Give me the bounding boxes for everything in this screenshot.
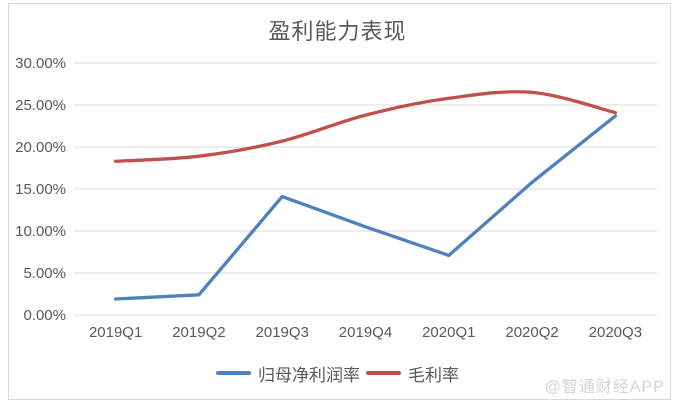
watermark: @智通财经APP (544, 379, 665, 396)
y-tick-label: 10.00% (15, 223, 66, 240)
y-tick-label: 25.00% (15, 97, 66, 114)
x-tick-label: 2020Q2 (505, 324, 558, 341)
y-tick-label: 15.00% (15, 181, 66, 198)
x-tick-label: 2019Q4 (339, 324, 392, 341)
net-margin-line-swatch-icon (216, 371, 251, 375)
y-tick-label: 30.00% (15, 55, 66, 72)
legend-item-gross-margin: 毛利率 (366, 361, 459, 386)
chart-legend: 归母净利润率 毛利率 (0, 361, 675, 385)
chart-title: 盈利能力表现 (268, 19, 407, 44)
y-tick-label: 5.00% (23, 265, 66, 282)
legend-label-net-margin: 归母净利润率 (258, 365, 360, 385)
x-tick-label: 2019Q1 (89, 324, 142, 341)
x-tick-label: 2019Q2 (172, 324, 225, 341)
y-tick-label: 20.00% (15, 139, 66, 156)
series-line-毛利率 (113, 90, 618, 163)
x-tick-label: 2019Q3 (256, 324, 309, 341)
gross-margin-line-swatch-icon (366, 371, 401, 375)
series-line-归母净利润率 (113, 114, 618, 301)
x-tick-label: 2020Q3 (589, 324, 642, 341)
x-tick-label: 2020Q1 (422, 324, 475, 341)
legend-label-gross-margin: 毛利率 (408, 365, 459, 385)
y-tick-label: 0.00% (23, 307, 66, 324)
legend-item-net-margin: 归母净利润率 (216, 361, 360, 386)
chart-border-frame (8, 3, 671, 400)
